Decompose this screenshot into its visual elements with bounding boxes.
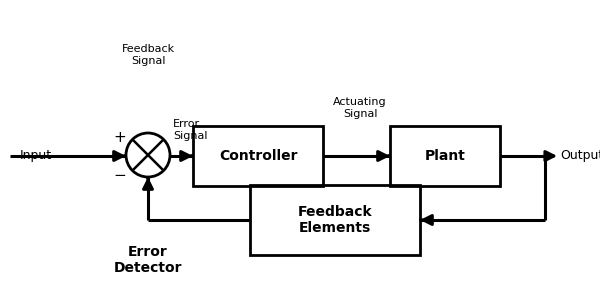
Text: Output: Output bbox=[560, 150, 600, 162]
Bar bbox=[390, 126, 500, 186]
Text: Plant: Plant bbox=[425, 149, 466, 163]
Text: +: + bbox=[113, 130, 127, 146]
Text: Controller: Controller bbox=[219, 149, 297, 163]
Text: Input: Input bbox=[20, 150, 52, 162]
Bar bbox=[193, 126, 323, 186]
Text: Actuating
Signal: Actuating Signal bbox=[333, 97, 387, 119]
Text: Error
Detector: Error Detector bbox=[114, 245, 182, 275]
Text: Feedback
Elements: Feedback Elements bbox=[298, 205, 373, 235]
Text: −: − bbox=[113, 168, 127, 182]
Text: Error
Signal: Error Signal bbox=[173, 119, 208, 141]
Text: Feedback
Signal: Feedback Signal bbox=[121, 44, 175, 66]
Bar bbox=[250, 185, 420, 255]
